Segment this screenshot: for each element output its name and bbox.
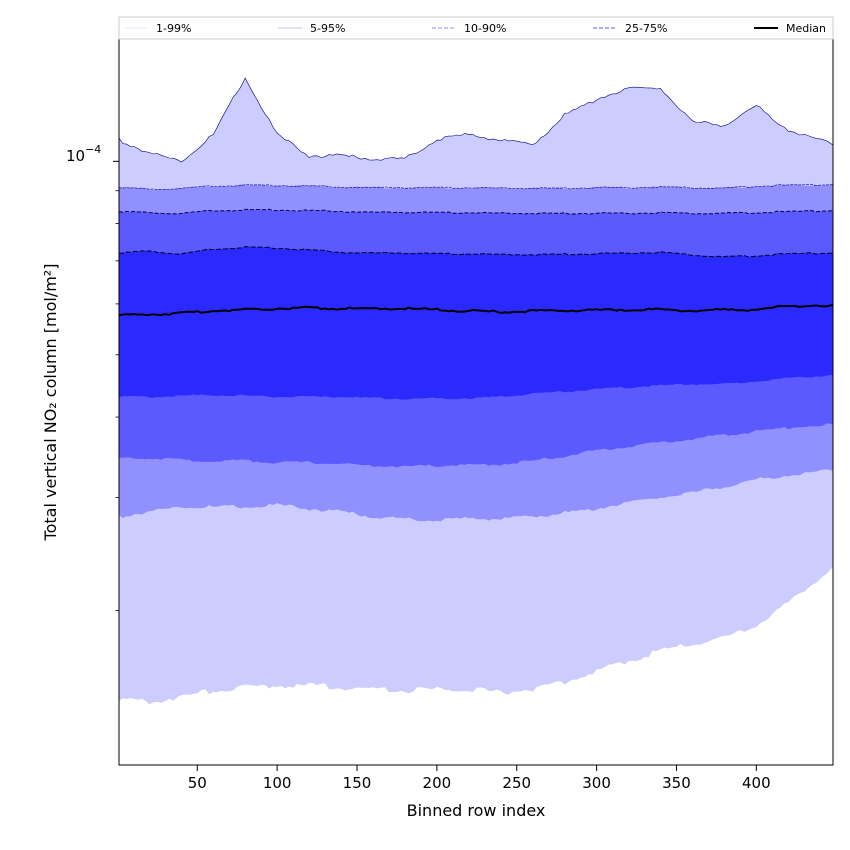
x-tick-label: 300 [582, 774, 611, 792]
legend-label: Median [786, 22, 826, 35]
line-p75 [119, 246, 834, 258]
x-axis-label: Binned row index [407, 801, 546, 820]
x-tick-label: 200 [423, 774, 452, 792]
legend-box [118, 16, 834, 40]
legend-label: 5-95% [310, 22, 345, 35]
y-tick-label-major: 10−4 [66, 143, 101, 165]
y-axis-ticks: 10−4 [66, 143, 119, 611]
legend-label: 10-90% [464, 22, 506, 35]
legend-label: 1-99% [156, 22, 191, 35]
band-25-75 [119, 246, 833, 400]
x-tick-label: 400 [742, 774, 771, 792]
legend[interactable]: 1-99% 5-95% 10-90% 25-75% Median [118, 16, 834, 40]
y-axis-label: Total vertical NO₂ column [mol/m²] [41, 264, 60, 542]
percentile-bands [119, 78, 833, 705]
line-median [118, 303, 834, 317]
x-axis-ticks: 50 100 150 200 250 300 350 400 [188, 765, 771, 792]
legend-entry-10-90-[interactable]: 10-90% [432, 22, 506, 35]
x-tick-label: 50 [188, 774, 207, 792]
line-p90 [118, 208, 834, 215]
x-tick-label: 100 [263, 774, 292, 792]
legend-entry-median[interactable]: Median [754, 22, 826, 35]
legend-entry-1-99-[interactable]: 1-99% [124, 22, 191, 35]
percentile-outlines [118, 77, 834, 317]
x-tick-label: 150 [343, 774, 372, 792]
x-tick-label: 250 [502, 774, 531, 792]
legend-label: 25-75% [625, 22, 667, 35]
x-tick-label: 350 [662, 774, 691, 792]
line-p95 [118, 183, 834, 190]
legend-entry-25-75-[interactable]: 25-75% [593, 22, 667, 35]
line-p99 [118, 77, 834, 163]
legend-entry-5-95-[interactable]: 5-95% [278, 22, 345, 35]
